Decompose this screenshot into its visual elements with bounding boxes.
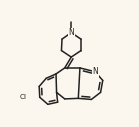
Text: Cl: Cl xyxy=(20,94,27,100)
Text: N: N xyxy=(92,67,98,76)
Text: N: N xyxy=(68,28,74,37)
